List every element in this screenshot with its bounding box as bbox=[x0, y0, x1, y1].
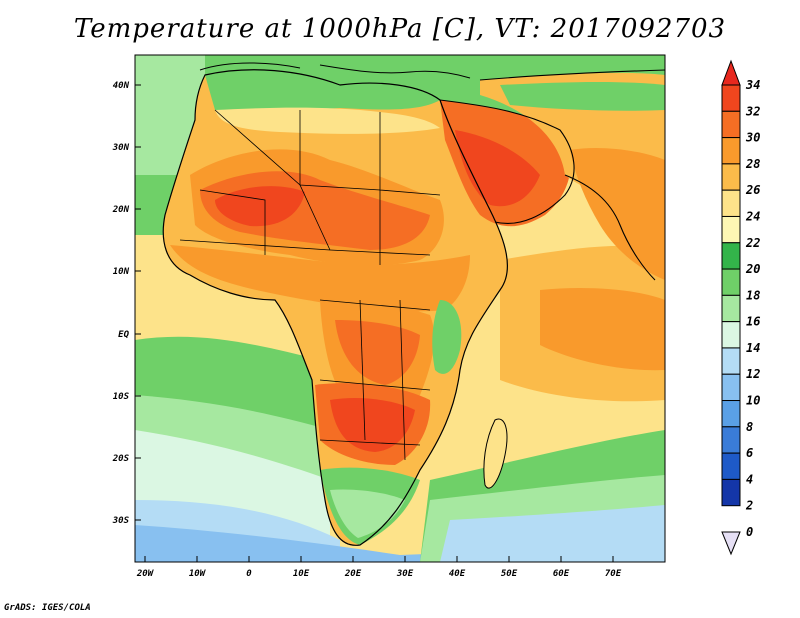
colorbar-label: 4 bbox=[746, 472, 753, 486]
colorbar-label: 14 bbox=[746, 341, 760, 355]
colorbar-block bbox=[721, 268, 741, 296]
colorbar-label: 24 bbox=[745, 209, 760, 223]
colorbar-label: 26 bbox=[745, 183, 760, 197]
colorbar-label: 0 bbox=[746, 525, 753, 539]
lat-axis: 40N 30N 20N 10N EQ 10S 20S 30S bbox=[112, 81, 141, 526]
coastline bbox=[162, 69, 508, 546]
lon-tick-label: 50E bbox=[501, 569, 518, 579]
lat-tick-label: 20S bbox=[112, 454, 130, 464]
lon-tick-label: 30E bbox=[396, 569, 414, 579]
colorbar-label: 34 bbox=[745, 78, 760, 92]
colorbar-block bbox=[721, 215, 741, 244]
country-borders bbox=[179, 109, 441, 461]
colorbar-label: 12 bbox=[746, 367, 760, 381]
colorbar-block bbox=[721, 400, 741, 428]
colorbar-block bbox=[721, 163, 741, 191]
colorbar-block bbox=[721, 242, 741, 270]
lat-tick-label: 20N bbox=[112, 205, 130, 215]
colorbar-block bbox=[721, 373, 741, 402]
lat-tick-label: 30S bbox=[112, 516, 130, 526]
map-title: Temperature at 1000hPa [C], VT: 20170927… bbox=[73, 14, 727, 44]
madagascar-land bbox=[483, 418, 508, 489]
lon-tick-label: 70E bbox=[605, 569, 622, 579]
colorbar-label: 20 bbox=[745, 262, 760, 276]
lon-tick-label: 0 bbox=[246, 569, 252, 579]
triangle-up-icon bbox=[721, 59, 741, 86]
lon-tick-label: 20E bbox=[344, 569, 362, 579]
colorbar-label: 30 bbox=[745, 131, 760, 145]
lat-tick-label: 10N bbox=[113, 267, 130, 277]
temperature-field bbox=[135, 55, 665, 562]
colorbar-label: 2 bbox=[745, 499, 753, 513]
triangle-down-icon bbox=[721, 531, 741, 556]
lon-axis: 20W 10W 0 10E 20E 30E 40E 50E 60E 70E bbox=[136, 556, 622, 579]
asia-coast bbox=[479, 69, 665, 281]
lon-tick-label: 10W bbox=[189, 569, 207, 579]
colorbar-block bbox=[721, 84, 741, 112]
colorbar-block bbox=[721, 137, 741, 165]
lon-tick-label: 10E bbox=[293, 569, 310, 579]
arabia-coast bbox=[439, 99, 575, 224]
europe-coast bbox=[199, 62, 471, 79]
lat-tick-label: EQ bbox=[118, 330, 129, 340]
colorbar-label: 22 bbox=[745, 236, 760, 250]
colorbar-label: 8 bbox=[746, 420, 753, 434]
lon-tick-label: 20W bbox=[136, 569, 155, 579]
map-frame bbox=[134, 54, 666, 563]
colorbar-block bbox=[721, 426, 741, 454]
lat-tick-label: 40N bbox=[113, 81, 130, 91]
colorbar-block bbox=[721, 294, 741, 323]
colorbar-block bbox=[721, 347, 741, 375]
lat-tick-label: 10S bbox=[113, 392, 130, 402]
colorbar-block bbox=[721, 110, 741, 139]
colorbar-label: 28 bbox=[745, 157, 760, 171]
lon-tick-label: 60E bbox=[553, 569, 570, 579]
colorbar-label: 32 bbox=[745, 104, 760, 118]
lon-tick-label: 40E bbox=[449, 569, 466, 579]
colorbar-block bbox=[721, 321, 741, 349]
colorbar-block bbox=[721, 189, 741, 217]
colorbar-label: 10 bbox=[746, 394, 760, 408]
credit-text: GrADS: IGES/COLA bbox=[4, 603, 91, 613]
lat-tick-label: 30N bbox=[112, 143, 130, 153]
colorbar-label: 18 bbox=[746, 288, 760, 302]
colorbar-block bbox=[721, 452, 741, 480]
colorbar-label: 6 bbox=[746, 446, 753, 460]
colorbar-label: 16 bbox=[746, 315, 760, 329]
colorbar-block bbox=[721, 478, 741, 507]
